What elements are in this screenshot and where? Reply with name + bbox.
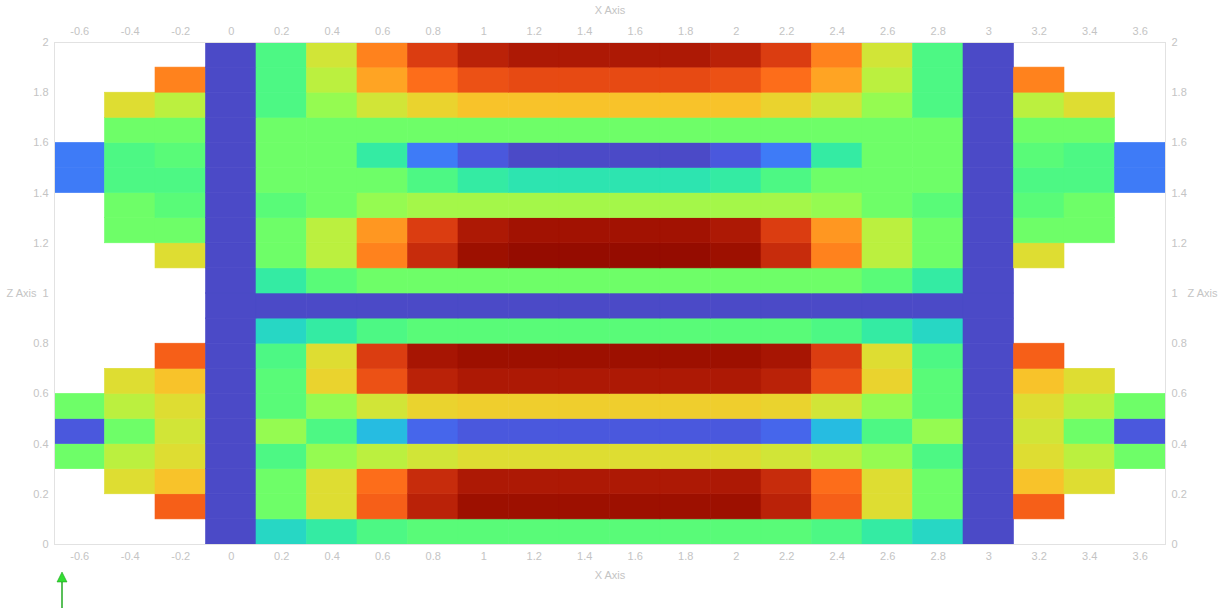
svg-text:Z Axis: Z Axis: [7, 287, 37, 299]
svg-text:1.4: 1.4: [33, 187, 48, 199]
svg-text:0.8: 0.8: [426, 25, 441, 37]
svg-text:1.4: 1.4: [577, 25, 592, 37]
svg-text:2: 2: [733, 550, 739, 562]
svg-text:0.6: 0.6: [1172, 387, 1187, 399]
svg-text:0.4: 0.4: [1172, 438, 1187, 450]
svg-text:0.8: 0.8: [1172, 337, 1187, 349]
svg-text:-0.6: -0.6: [70, 550, 89, 562]
svg-text:2: 2: [42, 36, 48, 48]
svg-text:2.2: 2.2: [779, 550, 794, 562]
svg-text:2: 2: [1172, 36, 1178, 48]
svg-text:1: 1: [481, 550, 487, 562]
svg-text:1.6: 1.6: [1172, 136, 1187, 148]
svg-text:0: 0: [42, 538, 48, 550]
svg-text:0.4: 0.4: [33, 438, 48, 450]
svg-text:3.6: 3.6: [1133, 25, 1148, 37]
svg-text:1.4: 1.4: [577, 550, 592, 562]
svg-text:2.2: 2.2: [779, 25, 794, 37]
svg-text:1: 1: [42, 287, 48, 299]
svg-text:0.2: 0.2: [1172, 488, 1187, 500]
svg-text:2.4: 2.4: [830, 25, 845, 37]
svg-text:0: 0: [1172, 538, 1178, 550]
svg-text:1.6: 1.6: [628, 25, 643, 37]
svg-text:1.8: 1.8: [1172, 86, 1187, 98]
svg-text:0: 0: [228, 550, 234, 562]
svg-text:3.6: 3.6: [1133, 550, 1148, 562]
svg-text:1.8: 1.8: [678, 550, 693, 562]
svg-text:1.2: 1.2: [527, 25, 542, 37]
svg-text:3: 3: [986, 25, 992, 37]
svg-text:2: 2: [733, 25, 739, 37]
svg-text:1: 1: [481, 25, 487, 37]
svg-text:-0.2: -0.2: [171, 550, 190, 562]
svg-text:1: 1: [1172, 287, 1178, 299]
svg-text:0.6: 0.6: [33, 387, 48, 399]
svg-text:1.2: 1.2: [33, 237, 48, 249]
svg-text:0.8: 0.8: [33, 337, 48, 349]
svg-text:0.2: 0.2: [33, 488, 48, 500]
svg-text:1.8: 1.8: [33, 86, 48, 98]
svg-text:X Axis: X Axis: [595, 569, 626, 581]
svg-text:2.6: 2.6: [880, 25, 895, 37]
svg-text:0: 0: [228, 25, 234, 37]
svg-text:3.4: 3.4: [1082, 25, 1097, 37]
svg-text:1.2: 1.2: [1172, 237, 1187, 249]
svg-text:1.4: 1.4: [1172, 187, 1187, 199]
svg-text:2.4: 2.4: [830, 550, 845, 562]
svg-text:3.4: 3.4: [1082, 550, 1097, 562]
svg-text:2.8: 2.8: [931, 25, 946, 37]
svg-text:0.4: 0.4: [325, 550, 340, 562]
svg-text:-0.4: -0.4: [121, 550, 140, 562]
svg-text:0.2: 0.2: [274, 25, 289, 37]
svg-text:0.6: 0.6: [375, 550, 390, 562]
svg-text:0.8: 0.8: [426, 550, 441, 562]
svg-text:-0.4: -0.4: [121, 25, 140, 37]
svg-text:2.6: 2.6: [880, 550, 895, 562]
svg-text:0.2: 0.2: [274, 550, 289, 562]
svg-text:1.8: 1.8: [678, 25, 693, 37]
svg-text:-0.2: -0.2: [171, 25, 190, 37]
svg-text:0.6: 0.6: [375, 25, 390, 37]
svg-text:3: 3: [986, 550, 992, 562]
svg-text:1.2: 1.2: [527, 550, 542, 562]
svg-text:1.6: 1.6: [628, 550, 643, 562]
svg-text:3.2: 3.2: [1032, 550, 1047, 562]
svg-text:0.4: 0.4: [325, 25, 340, 37]
svg-text:2.8: 2.8: [931, 550, 946, 562]
svg-text:Z Axis: Z Axis: [1188, 287, 1218, 299]
svg-text:X Axis: X Axis: [595, 4, 626, 16]
svg-text:-0.6: -0.6: [70, 25, 89, 37]
svg-text:3.2: 3.2: [1032, 25, 1047, 37]
svg-text:1.6: 1.6: [33, 136, 48, 148]
